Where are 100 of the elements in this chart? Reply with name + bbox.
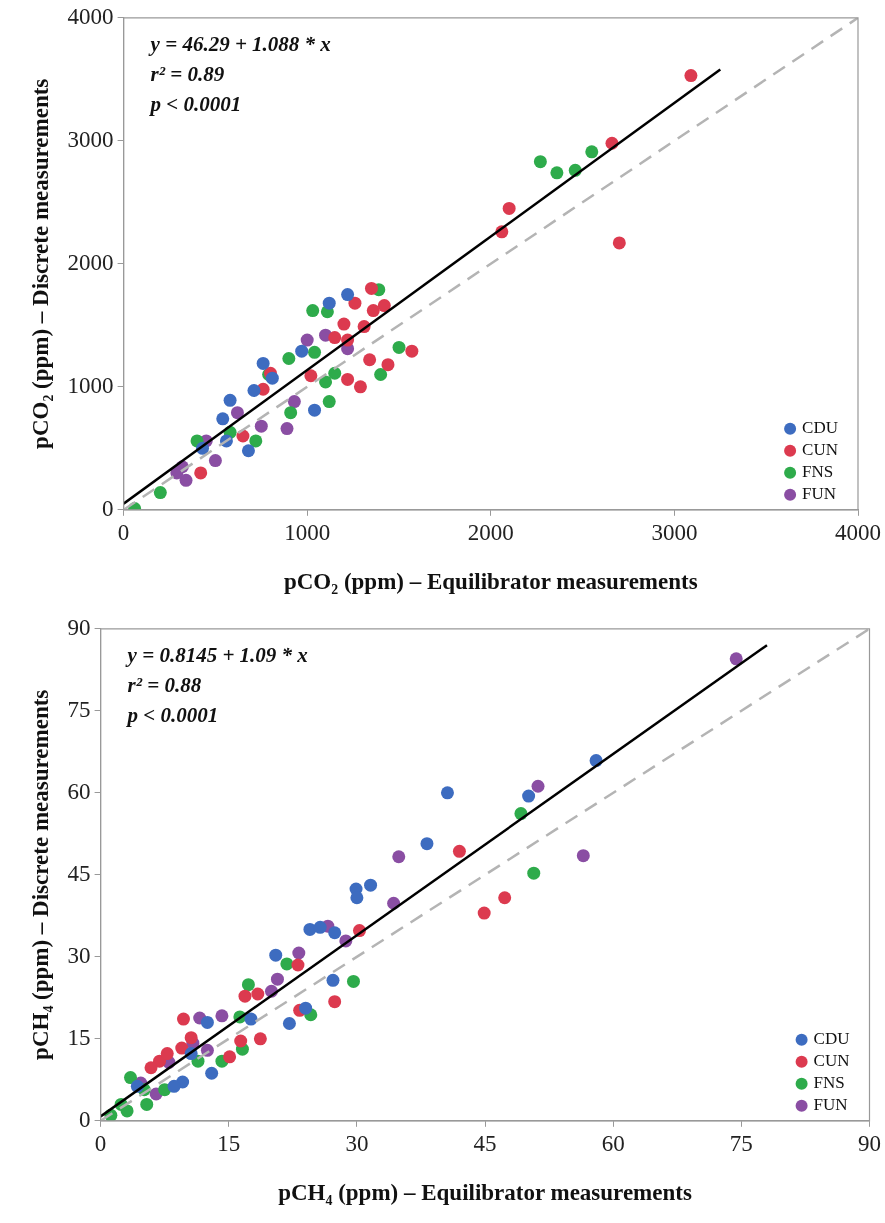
point [452, 844, 466, 858]
point [238, 989, 252, 1003]
point [234, 1034, 248, 1048]
point [322, 395, 336, 409]
point [167, 1079, 181, 1093]
point [153, 486, 167, 500]
point [160, 1047, 174, 1061]
x-axis-title: pCH₄ (ppm) – Equilibrator measurements [278, 1180, 692, 1206]
point [241, 978, 255, 992]
y-tick-label: 75 [67, 696, 91, 722]
point [585, 145, 599, 159]
point [337, 317, 351, 331]
point [477, 906, 491, 920]
x-tick-label: 0 [117, 519, 130, 545]
point [364, 281, 378, 295]
point [328, 926, 342, 940]
point [377, 299, 391, 313]
point [244, 1012, 258, 1026]
point [269, 948, 283, 962]
point [270, 972, 284, 986]
legend-label: CDU [802, 418, 839, 438]
x-tick-label: 90 [858, 1130, 881, 1156]
point [326, 973, 340, 987]
point [550, 166, 564, 180]
annotation: p < 0.0001 [125, 703, 219, 728]
point [612, 236, 626, 250]
annotation: r² = 0.89 [150, 62, 225, 87]
point [216, 412, 230, 426]
point [299, 1001, 313, 1015]
annotation: y = 46.29 + 1.088 * x [147, 32, 331, 57]
point [241, 444, 255, 458]
annotation: r² = 0.88 [127, 673, 202, 698]
y-tick-label: 3000 [67, 126, 114, 152]
point [366, 304, 380, 318]
point [341, 372, 355, 386]
point [533, 155, 547, 169]
point [348, 296, 362, 310]
point [208, 454, 222, 468]
x-tick-label: 4000 [835, 519, 881, 545]
y-tick-label: 0 [102, 495, 114, 521]
point [194, 466, 208, 480]
legend-label: FUN [802, 484, 837, 504]
point [300, 333, 314, 347]
point [253, 1032, 267, 1046]
point [381, 358, 395, 372]
legend-label: FUN [813, 1095, 848, 1115]
y-tick-label: 60 [67, 778, 91, 804]
x-tick-label: 1000 [284, 519, 331, 545]
point [291, 958, 305, 972]
point [350, 891, 364, 905]
point [374, 368, 388, 381]
point [223, 1050, 237, 1064]
point [353, 380, 367, 394]
legend-label: FNS [802, 462, 834, 482]
point [287, 395, 301, 409]
x-tick-label: 60 [601, 1130, 625, 1156]
point [729, 652, 743, 666]
point [531, 779, 545, 793]
point [684, 69, 698, 83]
point [328, 995, 342, 1009]
point [249, 434, 263, 448]
point [179, 473, 193, 487]
point [502, 201, 516, 215]
y-axis-title: pCH₄ (ppm) – Discrete measurements [27, 689, 53, 1060]
point [175, 1041, 189, 1055]
point [392, 340, 406, 354]
point [303, 922, 317, 936]
point [322, 296, 336, 310]
point [124, 1071, 137, 1085]
point [328, 366, 342, 380]
x-tick-label: 75 [729, 1130, 753, 1156]
point [306, 304, 320, 318]
legend-label: CUN [802, 440, 839, 460]
point [200, 1015, 214, 1029]
legend-label: CUN [813, 1051, 850, 1071]
point [292, 946, 306, 960]
point [282, 1016, 296, 1030]
y-tick-label: 4000 [67, 3, 114, 29]
annotation: p < 0.0001 [148, 92, 242, 117]
point [363, 353, 377, 367]
point [308, 345, 322, 359]
point [140, 1097, 154, 1111]
point [498, 891, 512, 905]
point [215, 1009, 229, 1023]
x-tick-label: 15 [217, 1130, 241, 1156]
point [230, 406, 244, 420]
y-tick-label: 0 [79, 1106, 91, 1132]
x-axis-title: pCO₂ (ppm) – Equilibrator measurements [283, 569, 698, 595]
y-axis-title: pCO₂ (ppm) – Discrete measurements [27, 78, 53, 449]
point [184, 1031, 198, 1045]
point [346, 974, 360, 988]
legend-label: FNS [813, 1073, 845, 1093]
y-tick-label: 2000 [67, 249, 114, 275]
point [254, 419, 268, 433]
point [308, 403, 322, 417]
y-tick-label: 45 [67, 860, 91, 886]
point [223, 393, 237, 407]
point [522, 789, 536, 803]
x-tick-label: 30 [345, 1130, 369, 1156]
point [284, 406, 298, 420]
